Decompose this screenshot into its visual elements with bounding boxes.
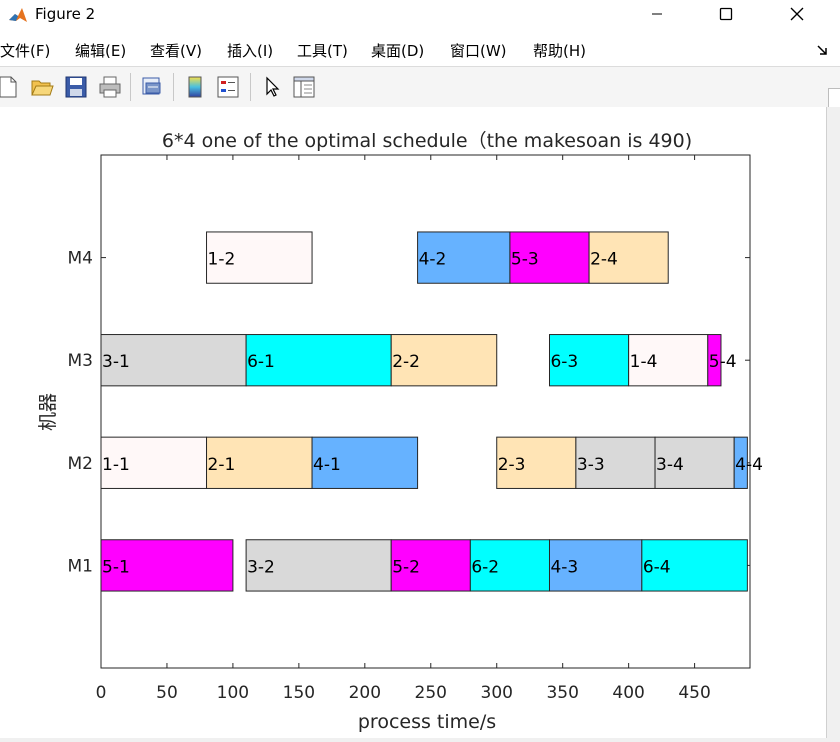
task-bar-6-3	[548, 334, 630, 387]
task-label-2-2: 2-2	[392, 352, 420, 372]
x-tick-label: 0	[96, 683, 107, 703]
task-bar-6-4	[641, 539, 748, 592]
task-label-6-1: 6-1	[247, 352, 275, 372]
task-bar-6-2	[469, 539, 550, 592]
task-label-4-3: 4-3	[550, 557, 578, 577]
menu-view[interactable]: 查看(V)	[150, 42, 202, 60]
task-label-6-2: 6-2	[471, 557, 499, 577]
minimize-icon	[652, 13, 662, 15]
task-label-5-1: 5-1	[102, 557, 130, 577]
close-button[interactable]	[774, 0, 820, 28]
task-bar-3-2	[245, 539, 392, 592]
task-label-4-2: 4-2	[419, 250, 447, 270]
gantt-chart: 6*4 one of the optimal schedule（the make…	[37, 130, 763, 733]
task-bar-5-2	[390, 539, 471, 592]
task-label-5-2: 5-2	[392, 557, 420, 577]
task-label-2-1: 2-1	[208, 455, 236, 475]
task-label-6-3: 6-3	[550, 352, 578, 372]
task-bar-4-4	[733, 436, 748, 489]
toolbar	[0, 66, 840, 108]
chart-title: 6*4 one of the optimal schedule（the make…	[162, 130, 692, 152]
task-label-5-3: 5-3	[511, 250, 539, 270]
x-axis-label: process time/s	[358, 711, 496, 733]
task-label-3-3: 3-3	[577, 455, 605, 475]
task-bar-1-4	[628, 334, 709, 387]
task-bar-2-2	[390, 334, 498, 387]
toolbar-separator	[250, 73, 251, 101]
task-label-4-1: 4-1	[313, 455, 341, 475]
task-label-5-4: 5-4	[709, 352, 737, 372]
task-label-3-4: 3-4	[656, 455, 684, 475]
x-tick-label: 250	[415, 683, 447, 703]
task-bar-3-1	[100, 334, 247, 387]
x-tick-label: 50	[156, 683, 178, 703]
side-panel-strip	[826, 107, 840, 738]
task-label-4-4: 4-4	[735, 455, 763, 475]
task-bar-5-3	[509, 231, 590, 284]
task-label-1-4: 1-4	[630, 352, 658, 372]
y-tick-label-m2: M2	[68, 454, 93, 474]
menu-help[interactable]: 帮助(H)	[533, 42, 586, 60]
y-tick-label-m3: M3	[68, 351, 93, 371]
x-tick-label: 300	[481, 683, 513, 703]
print-preview-icon[interactable]	[140, 75, 164, 99]
window-title: Figure 2	[35, 5, 96, 23]
menu-tools[interactable]: 工具(T)	[297, 42, 348, 60]
x-tick-label: 100	[217, 683, 249, 703]
dock-arrow-icon[interactable]	[816, 44, 828, 56]
task-bar-3-4	[654, 436, 735, 489]
menu-window[interactable]: 窗口(W)	[450, 42, 507, 60]
open-folder-icon[interactable]	[30, 75, 54, 99]
x-tick-label: 350	[546, 683, 578, 703]
task-bar-4-1	[311, 436, 419, 489]
print-icon[interactable]	[98, 75, 122, 99]
menu-bar: 文件(F) 编辑(E) 查看(V) 插入(I) 工具(T) 桌面(D) 窗口(W…	[0, 32, 840, 66]
task-bar-4-3	[548, 539, 643, 592]
menu-insert[interactable]: 插入(I)	[227, 42, 274, 60]
close-icon	[790, 7, 804, 21]
task-label-6-4: 6-4	[643, 557, 671, 577]
new-file-icon[interactable]	[0, 75, 20, 99]
minimize-button[interactable]	[634, 0, 680, 28]
matlab-logo-icon	[9, 8, 27, 22]
menu-edit[interactable]: 编辑(E)	[75, 42, 127, 60]
menu-desktop[interactable]: 桌面(D)	[371, 42, 425, 60]
task-bar-2-3	[496, 436, 577, 489]
task-bar-1-1	[100, 436, 208, 489]
menu-file[interactable]: 文件(F)	[0, 42, 51, 60]
task-bar-1-2	[206, 231, 313, 284]
maximize-button[interactable]	[703, 0, 749, 28]
y-tick-label-m1: M1	[68, 556, 93, 576]
task-bar-2-1	[206, 436, 313, 489]
y-axis-label: 机器	[37, 393, 59, 431]
figure-canvas: 6*4 one of the optimal schedule（the make…	[0, 107, 826, 738]
colorbar-icon[interactable]	[183, 75, 207, 99]
toolbar-separator	[130, 73, 131, 101]
task-bar-4-2	[417, 231, 511, 284]
task-label-1-2: 1-2	[208, 250, 236, 270]
task-bar-5-1	[100, 539, 234, 592]
task-label-3-2: 3-2	[247, 557, 275, 577]
x-tick-label: 400	[612, 683, 644, 703]
task-bar-5-4	[707, 334, 722, 387]
task-bar-2-4	[588, 231, 669, 284]
legend-icon[interactable]	[216, 75, 240, 99]
x-tick-label: 150	[283, 683, 315, 703]
toolbar-separator	[173, 73, 174, 101]
task-bar-6-1	[245, 334, 392, 387]
x-tick-label: 200	[349, 683, 381, 703]
task-bar-3-3	[575, 436, 656, 489]
pointer-icon[interactable]	[260, 75, 284, 99]
save-icon[interactable]	[64, 75, 88, 99]
task-label-1-1: 1-1	[102, 455, 130, 475]
y-tick-label-m4: M4	[68, 249, 93, 269]
task-label-3-1: 3-1	[102, 352, 130, 372]
property-inspector-icon[interactable]	[292, 75, 316, 99]
maximize-icon	[719, 7, 733, 21]
x-tick-label: 450	[678, 683, 710, 703]
task-label-2-3: 2-3	[498, 455, 526, 475]
task-label-2-4: 2-4	[590, 250, 618, 270]
window-titlebar: Figure 2	[0, 0, 840, 32]
